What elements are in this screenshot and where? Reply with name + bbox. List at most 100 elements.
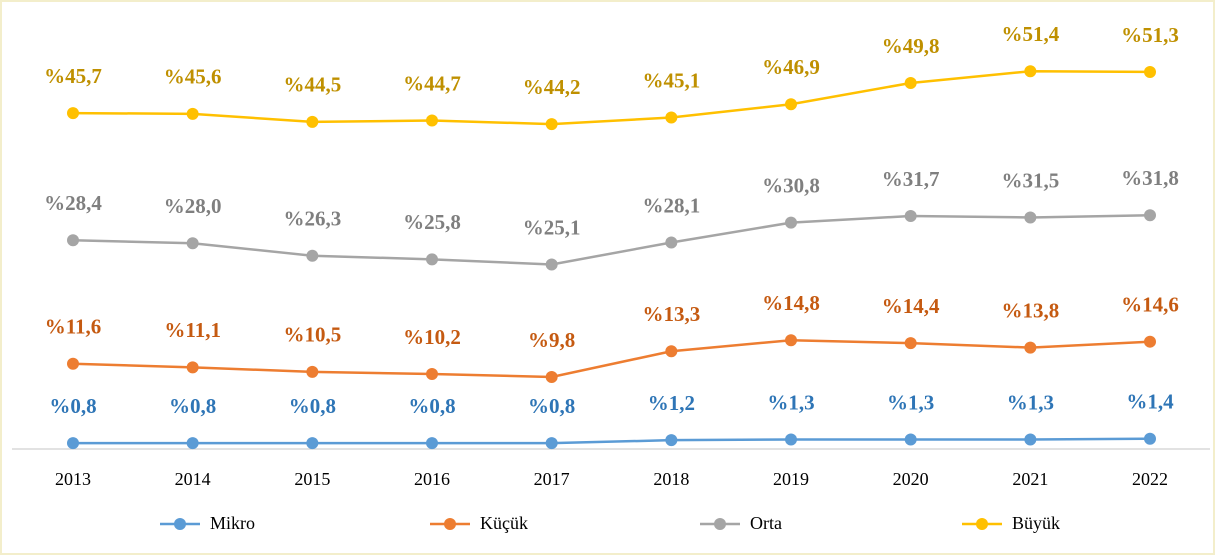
legend-label: Küçük bbox=[480, 513, 528, 533]
data-point bbox=[545, 258, 558, 271]
data-point bbox=[426, 253, 438, 266]
data-point bbox=[306, 365, 319, 378]
data-point bbox=[306, 437, 319, 450]
x-tick-label: 2019 bbox=[773, 469, 809, 489]
legend-label: Büyük bbox=[1012, 513, 1060, 533]
data-point bbox=[1024, 65, 1037, 78]
value-label: %10,5 bbox=[283, 323, 341, 347]
x-tick-label: 2016 bbox=[414, 469, 450, 489]
data-point bbox=[186, 237, 199, 250]
legend-marker bbox=[444, 518, 456, 530]
value-label: %13,3 bbox=[642, 302, 700, 326]
value-label: %51,3 bbox=[1121, 23, 1179, 47]
x-tick-label: 2022 bbox=[1132, 469, 1168, 489]
x-tick-label: 2015 bbox=[294, 469, 330, 489]
value-label: %13,8 bbox=[1001, 298, 1059, 322]
value-label: %31,7 bbox=[882, 167, 940, 191]
legend-marker bbox=[174, 518, 186, 530]
data-point bbox=[186, 361, 199, 374]
value-label: %11,6 bbox=[45, 315, 102, 339]
data-point bbox=[904, 337, 917, 350]
data-point bbox=[665, 236, 678, 249]
data-point bbox=[1024, 341, 1037, 354]
value-label: %0,8 bbox=[528, 394, 575, 418]
value-label: %1,4 bbox=[1126, 390, 1174, 414]
data-point bbox=[426, 114, 438, 127]
value-label: %25,8 bbox=[403, 210, 461, 234]
value-label: %30,8 bbox=[762, 173, 820, 197]
legend-label: Orta bbox=[750, 513, 782, 533]
value-label: %28,0 bbox=[164, 194, 222, 218]
data-point bbox=[306, 249, 319, 262]
data-point bbox=[1024, 211, 1037, 224]
legend-marker bbox=[714, 518, 726, 530]
data-point bbox=[785, 433, 797, 446]
value-label: %44,2 bbox=[523, 75, 581, 99]
value-label: %45,1 bbox=[642, 68, 700, 92]
x-tick-label: 2014 bbox=[175, 469, 211, 489]
data-point bbox=[1144, 335, 1156, 348]
series-line bbox=[73, 437, 1151, 445]
data-point bbox=[665, 111, 678, 124]
x-tick-label: 2018 bbox=[653, 469, 689, 489]
value-label: %14,8 bbox=[762, 291, 820, 315]
data-point bbox=[186, 437, 199, 450]
x-tick-label: 2020 bbox=[893, 469, 929, 489]
value-label: %51,4 bbox=[1001, 22, 1059, 46]
data-point bbox=[785, 98, 797, 111]
data-point bbox=[1144, 432, 1156, 445]
data-point bbox=[665, 434, 678, 447]
value-label: %45,6 bbox=[164, 65, 222, 89]
value-label: %1,2 bbox=[648, 391, 695, 415]
value-label: %0,8 bbox=[408, 394, 455, 418]
value-label: %26,3 bbox=[283, 207, 341, 231]
data-point bbox=[1024, 433, 1037, 446]
value-label: %25,1 bbox=[523, 215, 581, 239]
value-label: %44,5 bbox=[283, 73, 341, 97]
value-label: %1,3 bbox=[1007, 390, 1054, 414]
data-point bbox=[904, 433, 917, 446]
value-label: %11,1 bbox=[164, 318, 221, 342]
data-point bbox=[785, 334, 797, 347]
data-point bbox=[67, 437, 79, 450]
data-point bbox=[426, 437, 438, 450]
data-point bbox=[785, 216, 797, 229]
value-label: %49,8 bbox=[882, 34, 940, 58]
data-point bbox=[904, 210, 917, 223]
data-point bbox=[67, 357, 79, 370]
value-label: %46,9 bbox=[762, 55, 820, 79]
value-label: %45,7 bbox=[44, 64, 102, 88]
value-label: %10,2 bbox=[403, 325, 461, 349]
value-label: %14,6 bbox=[1121, 293, 1179, 317]
value-label: %28,4 bbox=[44, 191, 102, 215]
data-point bbox=[186, 107, 199, 120]
value-label: %0,8 bbox=[289, 394, 336, 418]
value-label: %44,7 bbox=[403, 71, 461, 95]
data-point bbox=[545, 370, 558, 383]
data-point bbox=[67, 234, 79, 247]
data-point bbox=[426, 368, 438, 381]
series-line bbox=[72, 338, 1151, 379]
value-label: %1,3 bbox=[767, 390, 814, 414]
data-point bbox=[545, 118, 558, 131]
data-point bbox=[545, 437, 558, 450]
value-label: %1,3 bbox=[887, 390, 934, 414]
value-label: %31,8 bbox=[1121, 166, 1179, 190]
value-label: %0,8 bbox=[169, 394, 216, 418]
data-point bbox=[1144, 209, 1156, 222]
legend-label: Mikro bbox=[210, 513, 255, 533]
x-tick-label: 2021 bbox=[1012, 469, 1048, 489]
x-tick-label: 2013 bbox=[55, 469, 91, 489]
value-label: %28,1 bbox=[642, 193, 700, 217]
data-point bbox=[306, 115, 319, 128]
data-point bbox=[904, 76, 917, 89]
legend-marker bbox=[976, 518, 988, 530]
x-tick-label: 2017 bbox=[534, 469, 570, 489]
data-point bbox=[1144, 65, 1156, 78]
value-label: %31,5 bbox=[1001, 168, 1059, 192]
data-point bbox=[67, 107, 79, 120]
value-label: %0,8 bbox=[49, 394, 96, 418]
series-line bbox=[72, 214, 1151, 266]
